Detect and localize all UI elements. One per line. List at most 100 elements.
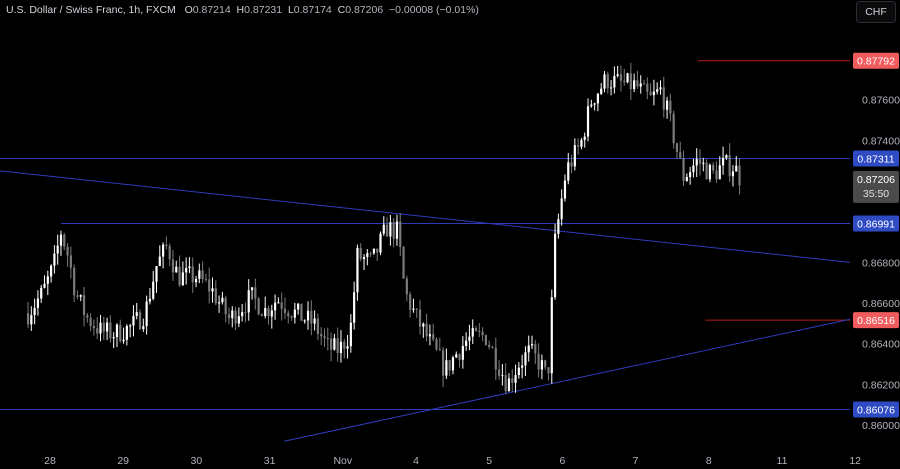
candle-body	[234, 310, 237, 324]
candle-body	[79, 295, 82, 297]
candle-body	[590, 104, 593, 107]
candle-body	[40, 287, 43, 299]
candle-body	[603, 74, 606, 89]
candle-body	[303, 320, 306, 322]
candle-body	[682, 158, 685, 181]
candle-body	[521, 365, 524, 368]
candle-body	[501, 375, 504, 377]
level-tag-bg	[853, 401, 899, 418]
candle-body	[441, 350, 445, 376]
candle-body	[395, 221, 399, 239]
candle-body	[471, 328, 474, 337]
candle-body	[629, 73, 632, 90]
candle-body	[596, 93, 600, 104]
candle-body	[188, 266, 191, 269]
candle-body	[553, 233, 557, 298]
candle-body	[204, 279, 208, 281]
candle-body	[264, 308, 267, 317]
candle-body	[415, 308, 418, 310]
candle-body	[639, 83, 642, 87]
candle-body	[185, 268, 188, 273]
candle-body	[33, 307, 36, 316]
candle-body	[642, 83, 646, 85]
candle-body	[59, 234, 63, 246]
candle-body	[201, 270, 204, 280]
target-tag-bg	[853, 312, 899, 329]
candle-body	[484, 335, 488, 345]
candle-body	[511, 378, 514, 383]
candle-body	[372, 248, 376, 254]
x-tick-label: 5	[486, 455, 492, 467]
candle-body	[557, 219, 560, 234]
candle-body	[165, 244, 168, 246]
x-tick-label: 30	[191, 455, 203, 467]
candle-body	[695, 159, 698, 166]
candle-body	[56, 245, 59, 254]
candle-body	[92, 326, 96, 329]
candle-body	[168, 245, 171, 260]
candle-body	[362, 257, 366, 260]
candle-body	[527, 345, 530, 353]
candle-body	[145, 301, 148, 327]
candle-body	[214, 288, 217, 304]
candle-body	[211, 288, 214, 292]
candle-body	[376, 248, 379, 253]
candle-body	[715, 170, 718, 180]
x-tick-label: 6	[559, 455, 565, 467]
trendline-0[interactable]	[0, 170, 851, 263]
candle-body	[359, 247, 362, 260]
candle-body	[178, 266, 181, 286]
candle-body	[455, 354, 458, 358]
candle-body	[217, 302, 221, 304]
target-tag-bg	[853, 52, 899, 69]
candle-body	[600, 88, 603, 94]
candle-body	[171, 259, 175, 273]
candle-body	[474, 328, 478, 331]
candle-body	[685, 176, 688, 181]
candle-body	[488, 344, 491, 347]
candle-body	[287, 312, 290, 317]
candle-body	[300, 303, 303, 321]
candle-body	[53, 253, 56, 266]
currency-button[interactable]: CHF	[856, 1, 896, 23]
candle-body	[366, 253, 369, 258]
close-label: C	[337, 4, 346, 16]
candle-body	[280, 302, 283, 309]
candle-body	[73, 267, 76, 296]
candle-body	[646, 83, 649, 92]
last-price-tag-bg	[853, 170, 899, 203]
candle-body	[547, 367, 550, 374]
candle-body	[613, 75, 616, 88]
candle-body	[435, 339, 438, 350]
candle-body	[181, 272, 184, 286]
candle-body	[46, 276, 49, 284]
candle-body	[148, 298, 152, 302]
level-tag-bg	[853, 150, 899, 167]
candle-body	[244, 312, 247, 314]
candle-body	[221, 297, 224, 303]
target-tag: 0.86516	[857, 315, 895, 327]
candle-body	[49, 265, 53, 277]
candle-body	[530, 344, 534, 346]
candle-body	[537, 353, 540, 370]
candle-body	[323, 336, 326, 338]
candle-body	[191, 266, 194, 283]
candle-body	[138, 312, 142, 330]
candle-body	[428, 334, 432, 337]
candle-body	[142, 326, 145, 330]
candle-body	[633, 80, 636, 90]
target-tag: 0.87792	[857, 56, 895, 68]
candle-body	[705, 162, 708, 180]
candle-body	[231, 310, 234, 319]
candle-body	[606, 74, 609, 89]
x-tick-label: Nov	[333, 455, 352, 467]
candle-body	[626, 73, 629, 83]
candle-body	[675, 143, 679, 152]
candle-body	[735, 165, 738, 172]
candle-body	[257, 298, 260, 315]
trendline-1[interactable]	[284, 318, 851, 442]
candle-body	[89, 317, 92, 327]
candle-body	[517, 367, 520, 376]
candle-body	[689, 172, 692, 177]
